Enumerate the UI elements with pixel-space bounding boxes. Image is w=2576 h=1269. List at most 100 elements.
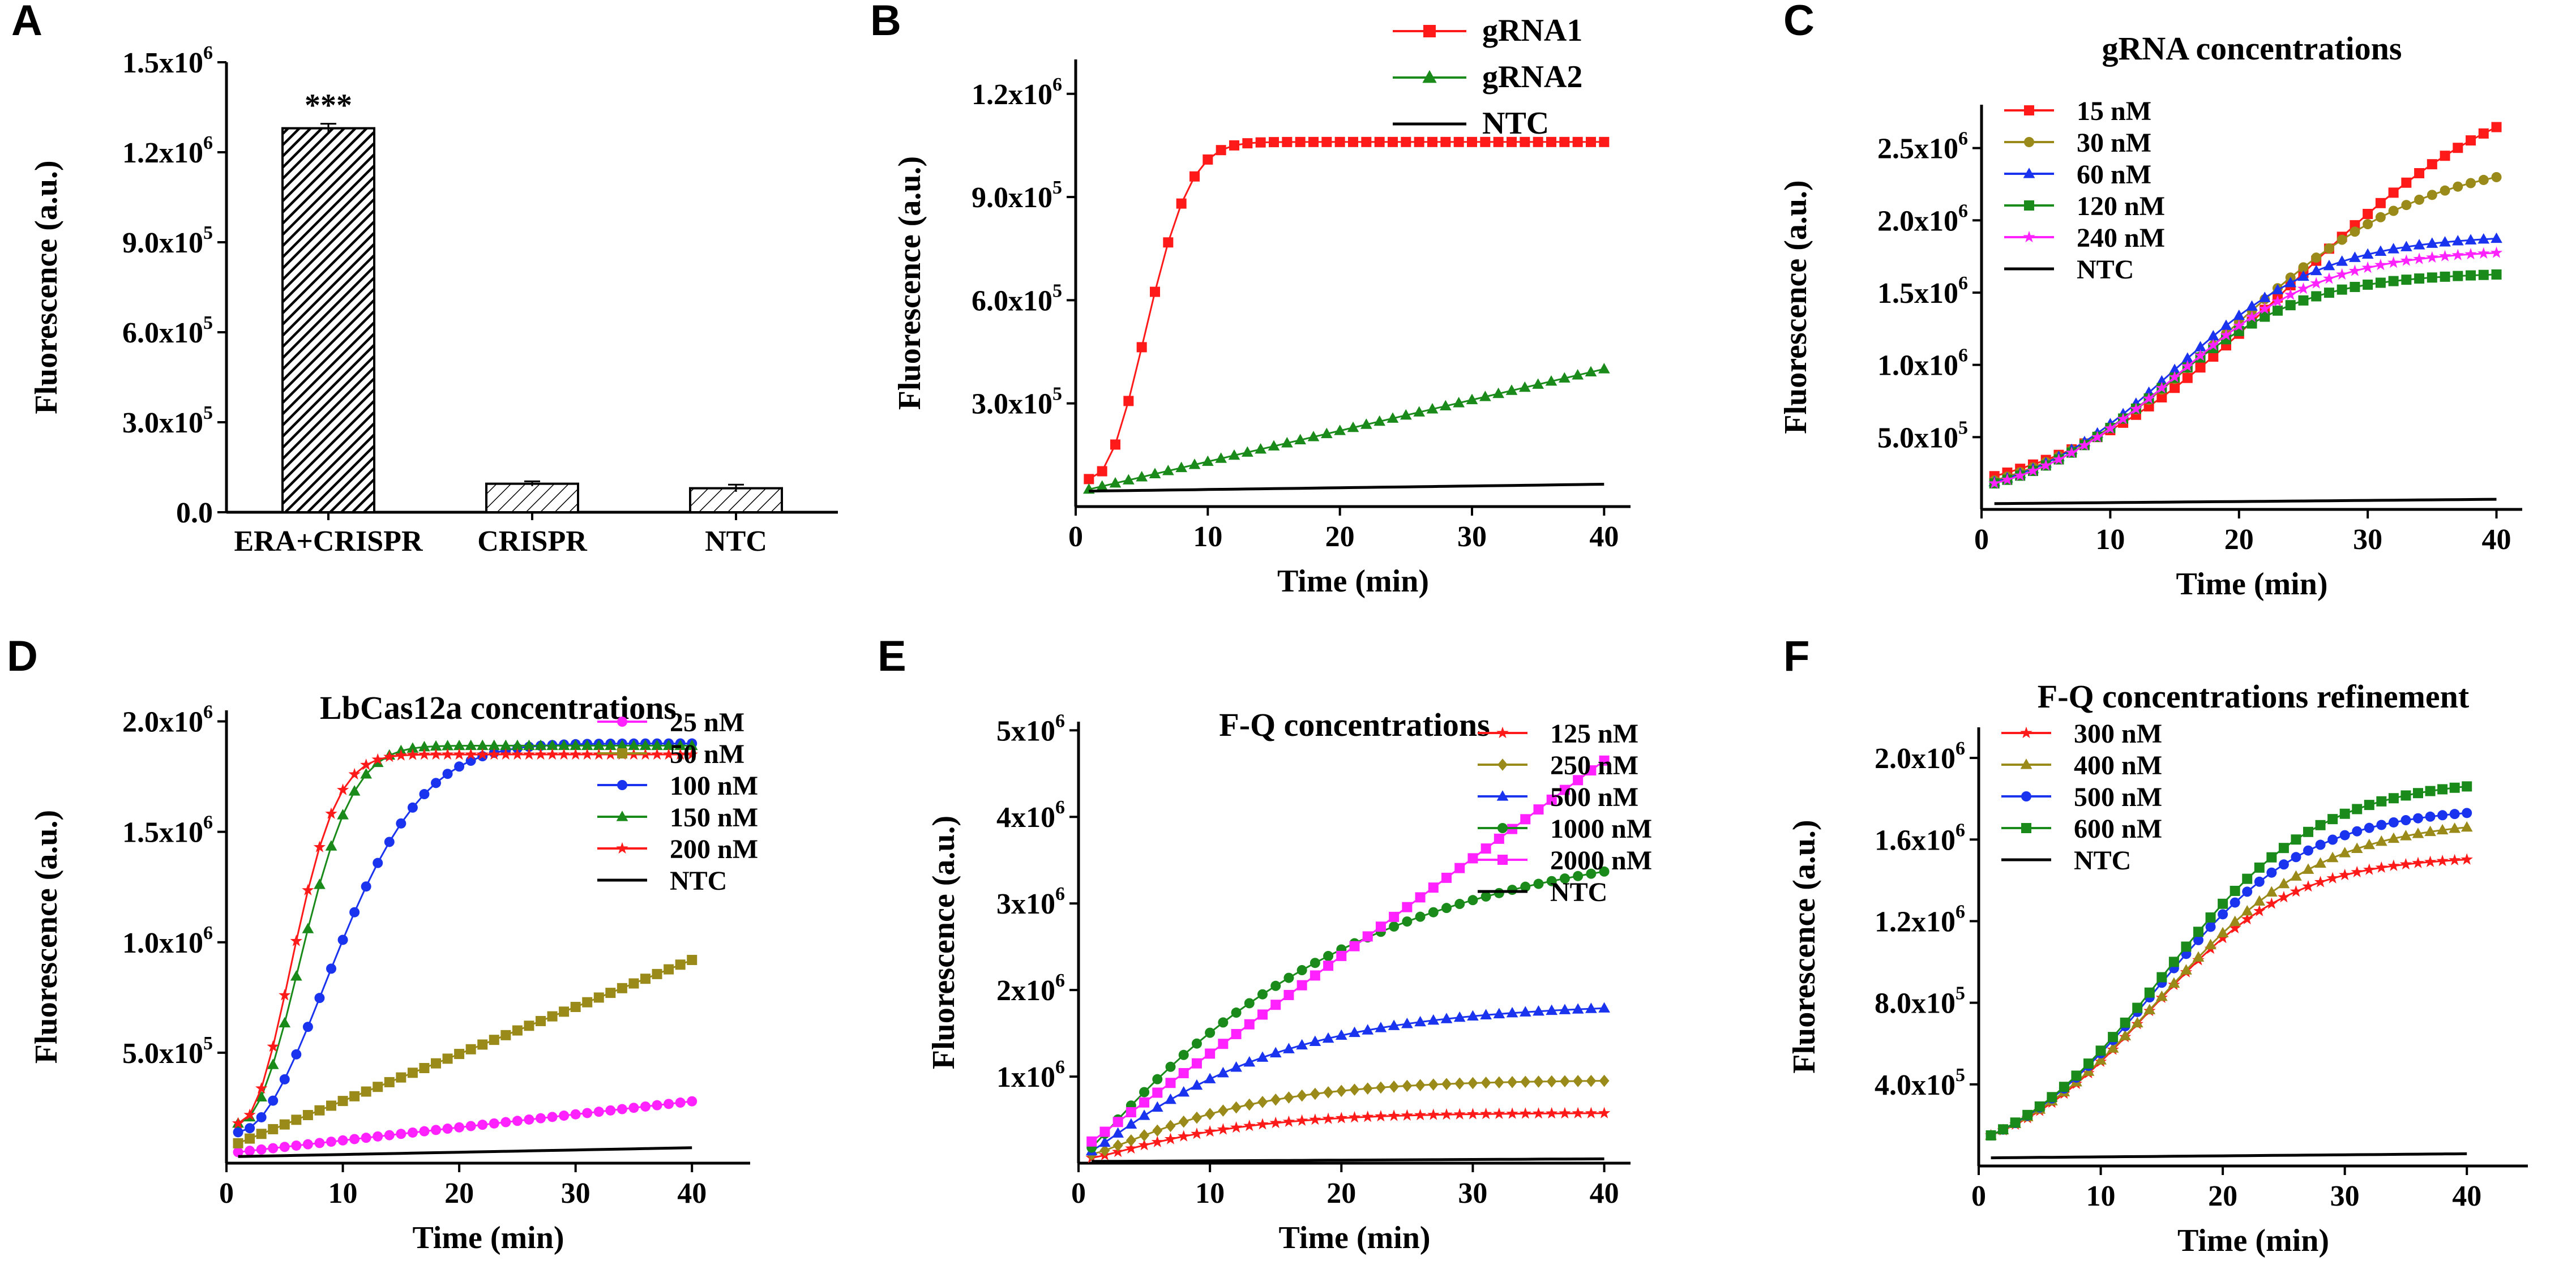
data-point [406, 748, 419, 760]
data-point [360, 768, 373, 779]
data-point [2027, 464, 2039, 477]
data-point [245, 1123, 255, 1134]
data-point [2400, 790, 2411, 801]
data-point [1559, 784, 1570, 795]
data-point [1151, 1101, 1163, 1112]
series-600-nm [1986, 781, 2472, 1141]
data-point [1204, 1073, 1216, 1083]
data-point [1453, 397, 1465, 408]
data-point [1163, 237, 1174, 248]
data-point [534, 748, 547, 760]
data-point [2491, 269, 2502, 280]
data-point [1295, 136, 1306, 147]
data-point [2091, 431, 2104, 443]
panel-A-ytick-label: 3.0x105 [122, 402, 213, 439]
data-point [302, 1022, 313, 1032]
data-point [2350, 226, 2360, 237]
legend-marker [616, 811, 628, 821]
data-point [2453, 181, 2463, 192]
data-point [454, 1122, 465, 1133]
data-point [1586, 868, 1597, 879]
data-point [1428, 1078, 1439, 1091]
data-point [419, 1126, 430, 1137]
data-point [593, 739, 605, 751]
data-point [2291, 834, 2301, 845]
data-point [2285, 300, 2296, 311]
data-point [2449, 822, 2461, 833]
data-point [2216, 927, 2229, 938]
data-point [1599, 866, 1610, 877]
legend-item: 15 nM [2004, 96, 2151, 126]
data-point [1323, 1086, 1334, 1099]
data-point [1217, 1066, 1229, 1078]
data-point [267, 1040, 279, 1052]
data-point [500, 1030, 511, 1040]
data-point [2491, 122, 2502, 132]
data-point [489, 1118, 499, 1129]
data-point [2233, 319, 2245, 331]
data-point [1559, 1004, 1571, 1014]
data-point [313, 841, 326, 852]
data-point [431, 1125, 441, 1135]
data-point [1165, 1120, 1176, 1133]
panel-B-letter: B [870, 0, 901, 45]
data-point [2424, 825, 2436, 837]
data-point [1348, 136, 1358, 147]
data-point [2242, 886, 2253, 897]
data-point [1112, 1127, 1124, 1138]
legend-label: 400 nM [2074, 751, 2162, 781]
panel-F-ytick-label: 8.0x105 [1875, 983, 1965, 1020]
data-point [2363, 838, 2376, 850]
data-point [2040, 459, 2052, 471]
data-point [1599, 755, 1610, 766]
data-point [2207, 338, 2219, 350]
panel-D-ytick-label: 1.5x106 [122, 812, 213, 849]
data-point [582, 1108, 593, 1118]
xtick-label: 30 [561, 1177, 590, 1210]
data-point [2438, 250, 2451, 261]
panel-D-ytick-label: 2.0x106 [122, 702, 213, 739]
data-point [395, 749, 407, 761]
data-point [1440, 1013, 1453, 1023]
legend-item: NTC [2001, 846, 2131, 876]
data-point [2131, 1017, 2143, 1028]
legend-item: 125 nM [1478, 719, 1638, 749]
data-point [454, 761, 465, 772]
data-point [2107, 1042, 2119, 1053]
data-point [2245, 310, 2258, 323]
xtick-label: 20 [2224, 524, 2254, 556]
legend-label: 500 nM [2074, 782, 2162, 812]
data-point [1139, 1087, 1150, 1097]
data-point [1191, 1058, 1202, 1069]
data-point [476, 739, 489, 751]
series-line [238, 1146, 692, 1158]
data-point [2156, 972, 2167, 983]
series-line [1990, 812, 2467, 1137]
legend-item: 50 nM [597, 739, 744, 769]
data-point [2327, 814, 2338, 825]
data-point [2193, 934, 2203, 945]
data-point [2193, 927, 2203, 937]
xtick-label: 30 [1457, 521, 1487, 553]
data-point [2351, 842, 2363, 854]
data-point [1270, 980, 1281, 991]
data-point [233, 1147, 243, 1157]
data-point [1244, 1019, 1255, 1030]
data-point [2315, 820, 2326, 830]
legend-label: gRNA1 [1482, 13, 1582, 48]
data-point [1349, 941, 1360, 951]
data-point [1310, 958, 1320, 968]
data-point [232, 1117, 245, 1129]
legend-marker [2024, 105, 2034, 115]
series-ntc [1089, 483, 1604, 493]
series-500-nm [1986, 808, 2472, 1141]
data-point [326, 1137, 336, 1147]
data-point [314, 878, 326, 889]
series-60-nm [1988, 232, 2502, 487]
data-point [2229, 921, 2241, 933]
data-point [1414, 136, 1424, 147]
data-point [2266, 852, 2277, 863]
data-point [1256, 1118, 1269, 1130]
legend-marker [1422, 70, 1437, 83]
data-point [499, 748, 512, 760]
